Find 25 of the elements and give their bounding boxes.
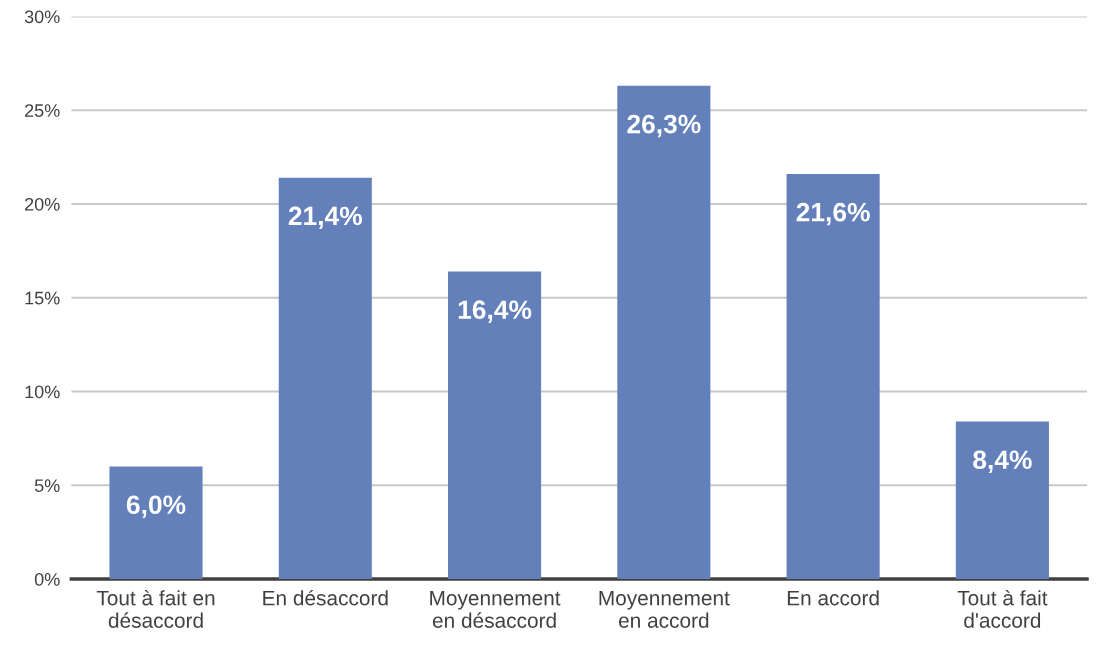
y-tick-label: 10% xyxy=(25,385,60,399)
data-label: 8,4% xyxy=(973,450,1032,473)
x-tick-label: En désaccord xyxy=(263,589,388,606)
x-tick-label: Moyennement en désaccord xyxy=(430,590,561,628)
y-tick-label: 25% xyxy=(25,104,60,117)
y-tick-label: 15% xyxy=(25,291,60,305)
bar xyxy=(617,85,711,580)
bar xyxy=(109,466,203,580)
data-label: 21,4% xyxy=(288,206,362,230)
bar xyxy=(786,173,880,580)
bar xyxy=(278,177,372,580)
x-tick-label: Tout à fait en désaccord xyxy=(96,589,215,628)
x-tick-label: Moyennement en accord xyxy=(599,590,730,628)
y-tick-label: 20% xyxy=(25,197,60,211)
x-tick-label: Tout à fait d'accord xyxy=(957,589,1048,628)
y-tick-label: 0% xyxy=(34,572,60,586)
y-tick-label: 30% xyxy=(24,10,60,24)
data-label: 16,4% xyxy=(458,300,532,323)
x-tick-label: En accord xyxy=(787,590,879,606)
y-tick-label: 5% xyxy=(34,479,60,492)
data-label: 26,3% xyxy=(627,114,701,138)
data-label: 6,0% xyxy=(126,495,186,518)
data-label: 21,6% xyxy=(796,202,870,226)
bar xyxy=(955,421,1049,580)
bar xyxy=(448,271,542,580)
